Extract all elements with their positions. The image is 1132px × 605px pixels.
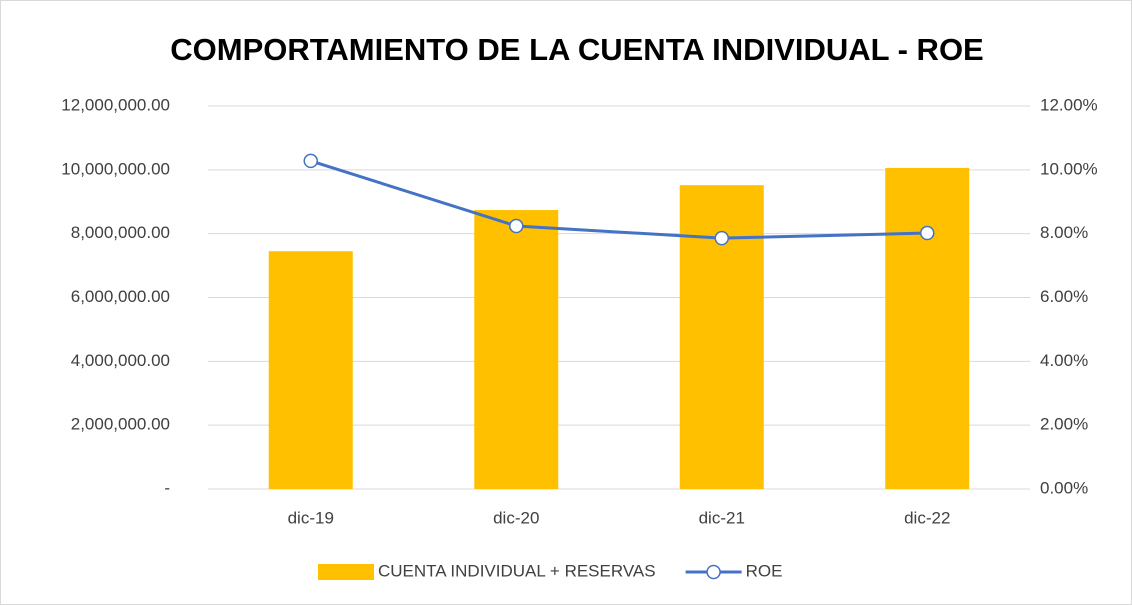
line-point [714,230,729,246]
bar [679,185,764,490]
y2-tick-label: 0.00% [1040,478,1088,497]
legend-swatch [318,564,374,580]
y2-tick-label: 4.00% [1040,351,1088,370]
y-tick-label: 8,000,000.00 [71,223,170,242]
bar [474,210,559,489]
y-tick-label: 12,000,000.00 [61,95,170,114]
y-tick-label: 4,000,000.00 [71,351,170,370]
y-tick-label: - [164,478,170,497]
line-point [303,153,318,169]
x-tick-label: dic-21 [699,508,745,527]
y2-tick-label: 2.00% [1040,415,1088,434]
line [310,159,928,240]
y-tick-label: 2,000,000.00 [71,415,170,434]
line-point [509,218,524,234]
x-tick-label: dic-20 [493,508,539,527]
legend-label: CUENTA INDIVIDUAL + RESERVAS [378,561,656,580]
x-tick-label: dic-19 [288,508,334,527]
bar [885,167,970,489]
legend-label: ROE [746,561,783,580]
y-tick-label: 10,000,000.00 [61,159,170,178]
y2-tick-label: 10.00% [1040,159,1098,178]
bar [268,251,353,489]
chart-title: COMPORTAMIENTO DE LA CUENTA INDIVIDUAL -… [170,32,983,67]
y2-tick-label: 6.00% [1040,287,1088,306]
y2-tick-label: 8.00% [1040,223,1088,242]
legend-swatch [706,564,721,580]
y2-tick-label: 12.00% [1040,95,1098,114]
x-tick-label: dic-22 [904,508,950,527]
line-point [920,225,935,241]
y-tick-label: 6,000,000.00 [71,287,170,306]
